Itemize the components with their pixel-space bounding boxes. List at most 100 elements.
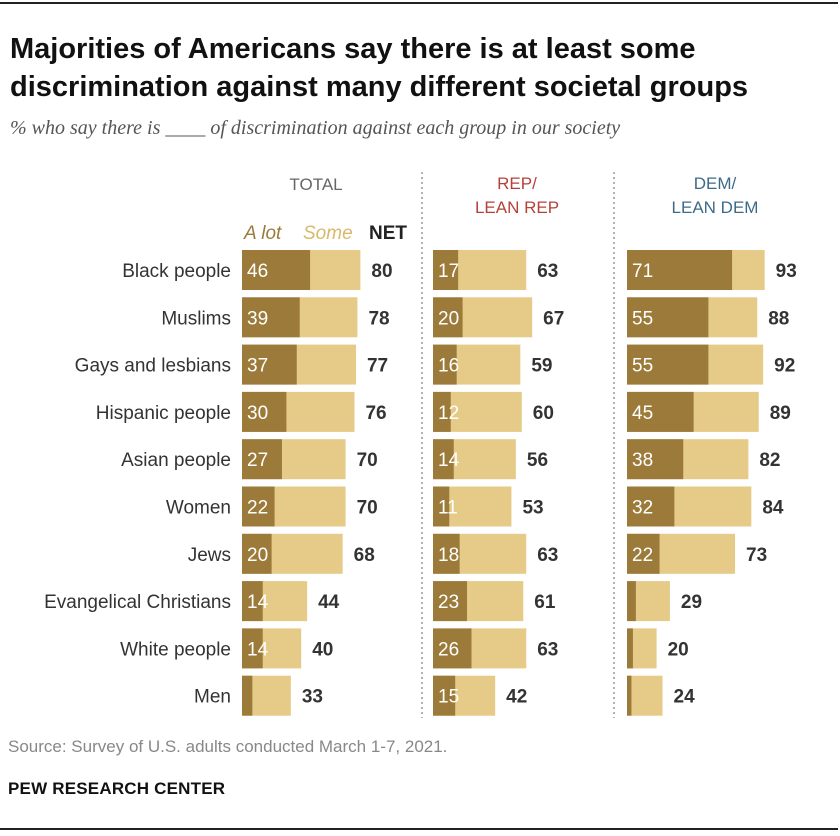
- bar-a-lot: [433, 344, 457, 385]
- net-value-label: 33: [302, 687, 323, 708]
- net-value-label: 80: [371, 261, 392, 282]
- a-lot-value-label: 38: [632, 450, 653, 471]
- chart-title: Majorities of Americans say there is at …: [10, 33, 749, 103]
- net-value-label: 92: [774, 356, 795, 377]
- net-value-label: 40: [312, 639, 333, 660]
- panel-header-dem: LEAN DEM: [672, 198, 759, 217]
- bar-a-lot: [627, 344, 709, 385]
- bar-a-lot: [242, 250, 311, 290]
- category-label: White people: [120, 639, 231, 660]
- top-rule: [0, 2, 838, 4]
- legend-net: NET: [369, 223, 407, 244]
- a-lot-value-label: 39: [247, 308, 268, 329]
- bar-a-lot: [627, 628, 633, 669]
- source-note: Source: Survey of U.S. adults conducted …: [8, 737, 448, 756]
- chart-subtitle: % who say there is ____ of discriminatio…: [10, 117, 621, 139]
- legend-some: Some: [303, 223, 353, 244]
- a-lot-value-label: 15: [438, 687, 459, 708]
- bottom-rule: [0, 828, 838, 830]
- net-value-label: 88: [768, 308, 789, 329]
- net-value-label: 68: [354, 545, 375, 566]
- bar-a-lot: [433, 628, 472, 669]
- net-value-label: 44: [318, 592, 340, 613]
- a-lot-value-label: 11: [438, 498, 458, 519]
- a-lot-value-label: 26: [438, 639, 459, 660]
- net-value-label: 24: [674, 687, 696, 708]
- bar-a-lot: [242, 486, 275, 527]
- net-value-label: 20: [668, 639, 689, 660]
- bar-a-lot: [242, 391, 287, 432]
- a-lot-value-label: 37: [247, 356, 268, 377]
- a-lot-value-label: 14: [247, 639, 269, 660]
- a-lot-value-label: 20: [247, 545, 268, 566]
- a-lot-value-label: 30: [247, 403, 268, 424]
- net-value-label: 56: [527, 450, 548, 471]
- a-lot-value-label: 14: [247, 592, 269, 613]
- bar-a-lot: [627, 581, 636, 622]
- category-label: Hispanic people: [96, 403, 231, 424]
- category-label: Men: [194, 687, 231, 708]
- net-value-label: 84: [762, 498, 784, 519]
- bar-a-lot: [242, 344, 297, 385]
- net-value-label: 70: [357, 450, 378, 471]
- bar-a-lot: [627, 533, 660, 574]
- bar-a-lot: [627, 439, 684, 480]
- a-lot-value-label: 55: [632, 356, 653, 377]
- a-lot-value-label: 17: [438, 261, 459, 282]
- net-value-label: 53: [522, 498, 543, 519]
- bar-a-lot: [242, 533, 272, 574]
- a-lot-value-label: 16: [438, 356, 459, 377]
- panel-header-rep: LEAN REP: [475, 198, 559, 217]
- bar-a-lot: [433, 297, 463, 338]
- panel-header-total: TOTAL: [289, 175, 342, 194]
- a-lot-value-label: 22: [247, 498, 268, 519]
- a-lot-value-label: 20: [438, 308, 459, 329]
- bar-a-lot: [433, 533, 460, 574]
- net-value-label: 42: [506, 687, 527, 708]
- net-value-label: 63: [537, 639, 558, 660]
- bar-a-lot: [433, 391, 451, 432]
- a-lot-value-label: 27: [247, 450, 268, 471]
- category-label: Muslims: [161, 308, 231, 329]
- net-value-label: 59: [531, 356, 552, 377]
- net-value-label: 78: [368, 308, 389, 329]
- a-lot-value-label: 55: [632, 308, 653, 329]
- bar-a-lot: [433, 675, 456, 716]
- net-value-label: 61: [534, 592, 556, 613]
- a-lot-value-label: 14: [438, 450, 460, 471]
- category-label: Gays and lesbians: [75, 356, 231, 377]
- bar-a-lot: [242, 628, 263, 669]
- bar-a-lot: [627, 675, 632, 716]
- category-label: Evangelical Christians: [44, 592, 231, 613]
- legend-a-lot: A lot: [243, 223, 282, 244]
- bar-a-lot: [433, 250, 459, 290]
- bar-a-lot: [627, 297, 709, 338]
- bar-a-lot: [433, 581, 468, 622]
- net-value-label: 76: [365, 403, 386, 424]
- a-lot-value-label: 22: [632, 545, 653, 566]
- net-value-label: 82: [759, 450, 780, 471]
- net-value-label: 67: [543, 308, 564, 329]
- panel-header-dem: DEM/: [694, 174, 737, 193]
- bar-a-lot: [242, 439, 282, 480]
- bar-a-lot: [627, 391, 694, 432]
- net-value-label: 60: [533, 403, 554, 424]
- bar-a-lot: [242, 675, 253, 716]
- bar-a-lot: [627, 250, 733, 290]
- net-value-label: 73: [746, 545, 767, 566]
- net-value-label: 63: [537, 545, 558, 566]
- bar-a-lot: [433, 486, 450, 527]
- bar-some: [627, 675, 663, 716]
- net-value-label: 70: [357, 498, 378, 519]
- net-value-label: 29: [681, 592, 702, 613]
- a-lot-value-label: 32: [632, 498, 653, 519]
- panel-header-rep: REP/: [497, 174, 537, 193]
- category-label: Asian people: [121, 450, 231, 471]
- a-lot-value-label: 23: [438, 592, 459, 613]
- a-lot-value-label: 18: [438, 545, 459, 566]
- net-value-label: 93: [776, 261, 797, 282]
- a-lot-value-label: 46: [247, 261, 268, 282]
- net-value-label: 89: [770, 403, 791, 424]
